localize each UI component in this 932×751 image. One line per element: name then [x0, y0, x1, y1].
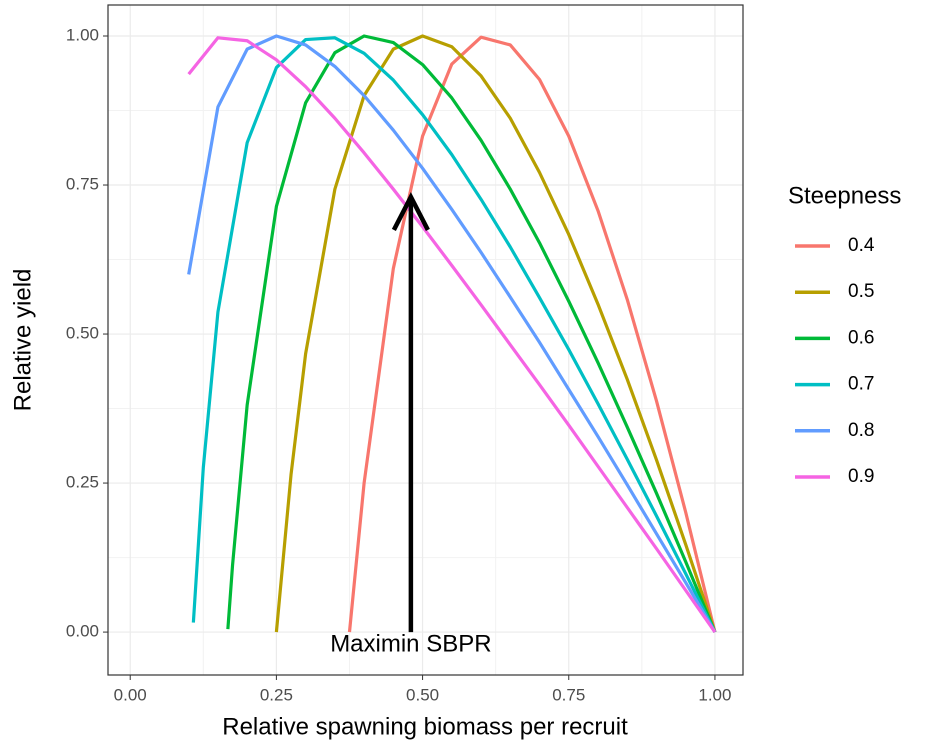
- y-tick-label: 0.25: [66, 473, 99, 492]
- y-tick-label: 0.00: [66, 622, 99, 641]
- annotation-label: Maximin SBPR: [330, 631, 491, 658]
- x-tick-label: 1.00: [698, 685, 731, 704]
- series-line: [187, 34, 717, 633]
- y-tick-label: 0.50: [66, 324, 99, 343]
- legend-label: 0.9: [848, 466, 874, 487]
- legend-label: 0.4: [848, 235, 875, 256]
- y-tick-label: 1.00: [66, 25, 99, 44]
- series-line: [191, 36, 717, 633]
- legend-label: 0.6: [848, 327, 874, 348]
- y-tick-label: 0.75: [66, 175, 99, 194]
- legend-title: Steepness: [788, 182, 901, 209]
- legend-label: 0.8: [848, 420, 874, 441]
- x-tick-label: 0.25: [260, 685, 293, 704]
- x-tick-label: 0.50: [406, 685, 439, 704]
- legend-label: 0.7: [848, 374, 874, 395]
- annotation-arrowhead: [391, 192, 430, 231]
- y-axis-title: Relative yield: [9, 269, 36, 412]
- x-tick-label: 0.00: [114, 685, 147, 704]
- legend-label: 0.5: [848, 281, 874, 302]
- series-line: [274, 34, 717, 633]
- series-line: [347, 35, 717, 633]
- x-tick-label: 0.75: [552, 685, 585, 704]
- series-line: [187, 36, 717, 633]
- x-axis-title: Relative spawning biomass per recruit: [222, 713, 628, 740]
- series-line: [226, 34, 717, 633]
- plot-border: [107, 4, 744, 676]
